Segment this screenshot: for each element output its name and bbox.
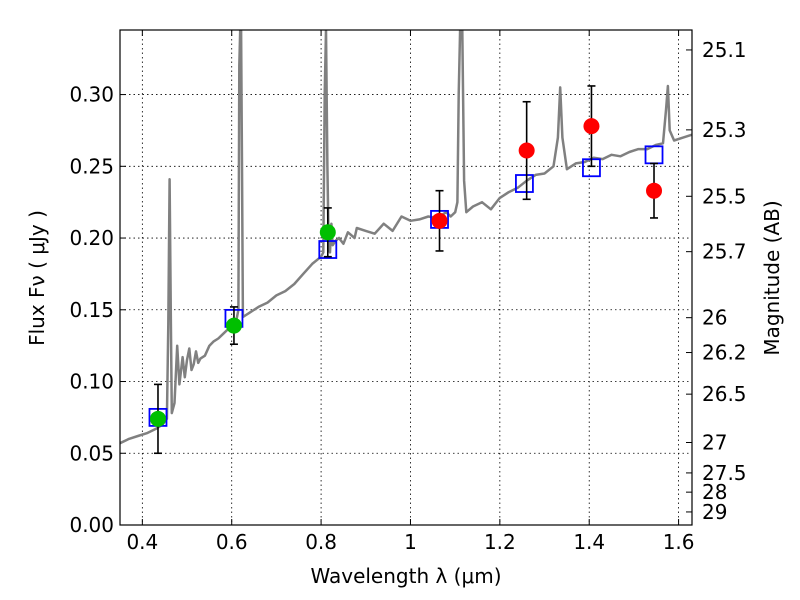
y2-tick-label: 25.5 (702, 184, 747, 208)
plot-frame (119, 29, 693, 526)
observed-flux-point (646, 182, 663, 199)
x-tick-label: 1.6 (663, 530, 695, 554)
observed-flux-point (149, 410, 166, 427)
y2-tick-label: 27 (702, 431, 727, 455)
y2-tick-label: 25.3 (702, 118, 747, 142)
grid (120, 30, 692, 526)
y-tick-label: 0.25 (69, 154, 114, 178)
model-photometry-square (515, 174, 534, 193)
x-tick-label: 1.4 (573, 530, 605, 554)
y2-tick-label: 26.5 (702, 382, 747, 406)
y-tick-label: 0.00 (69, 513, 114, 537)
observed-flux-point (518, 142, 535, 159)
y-tick-label: 0.15 (69, 298, 114, 322)
y-axis-title: Flux Fν ( μJy ) (25, 210, 49, 346)
ticks: 0.4 0.6 0.8 1 1.2 1.4 1.6 0.00 0.05 0.10 0.15 0.20 0… (69, 30, 747, 554)
observed-flux-point (319, 224, 336, 241)
y2-tick-label: 28 (702, 480, 727, 504)
y2-tick-label: 25.1 (702, 38, 747, 62)
x-tick-label: 0.6 (216, 530, 248, 554)
y-tick-label: 0.20 (69, 226, 114, 250)
y2-tick-label: 26.2 (702, 341, 747, 365)
x-tick-label: 1 (404, 530, 417, 554)
y2-tick-label: 29 (702, 500, 727, 524)
x-axis-title: Wavelength λ (μm) (310, 564, 501, 588)
y-tick-label: 0.05 (69, 441, 114, 465)
x-tick-label: 0.4 (126, 530, 158, 554)
observed-flux-point (431, 212, 448, 229)
observed-flux-point (583, 118, 600, 135)
x-tick-label: 0.8 (305, 530, 337, 554)
y2-tick-label: 27.5 (702, 461, 747, 485)
y-tick-label: 0.30 (69, 83, 114, 107)
y2-tick-label: 26 (702, 306, 727, 330)
y-tick-label: 0.10 (69, 370, 114, 394)
marker-layer (148, 85, 664, 455)
x-tick-label: 1.2 (484, 530, 516, 554)
observed-flux-point (225, 317, 242, 334)
y2-tick-label: 25.7 (702, 240, 747, 264)
y2-axis-title: Magnitude (AB) (760, 200, 784, 355)
